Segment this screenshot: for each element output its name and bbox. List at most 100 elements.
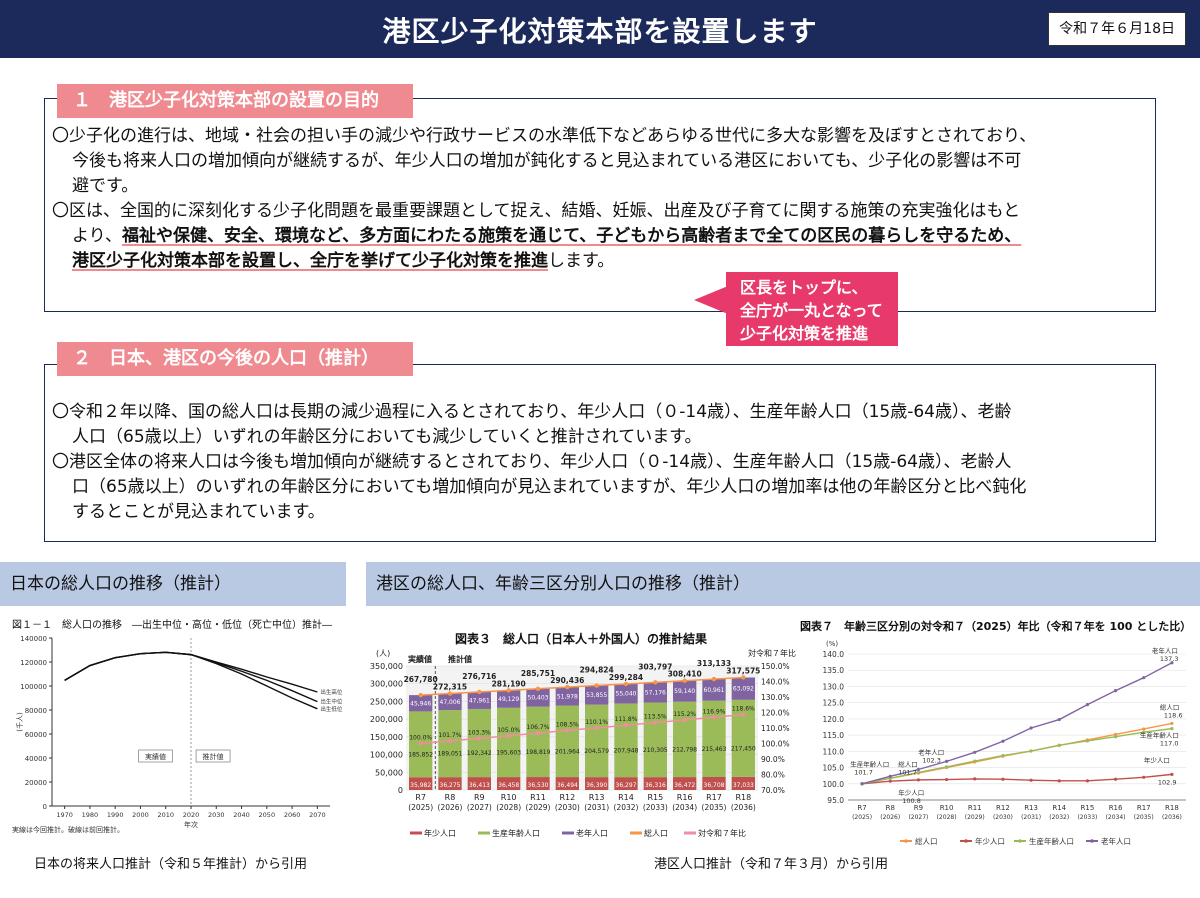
x-tick-label: R10 [501, 793, 517, 802]
x-year-label: (2035) [1134, 814, 1154, 821]
total-value: 299,284 [609, 673, 643, 682]
bar-young [673, 777, 697, 790]
fig7-title: 図表７ 年齢三区分別の対令和７（2025）年比（令和７年を 100 とした比） [800, 620, 1192, 633]
x-tick-label: R10 [940, 804, 954, 812]
legend-marker [1018, 839, 1022, 843]
x-year-label: (2026) [438, 803, 463, 812]
text-line: 〇令和２年以降、国の総人口は長期の減少過程に入るとされており、年少人口（０-14… [52, 402, 1012, 422]
text-line: 口（65歳以上）のいずれの年齢区分においても増加傾向が見込まれていますが、年少人… [72, 477, 1027, 497]
series-marker [916, 778, 921, 782]
ratio-value: 118.6% [732, 706, 755, 713]
young-value: 36,494 [557, 782, 578, 789]
x-tick-label: R9 [914, 804, 923, 812]
total-marker [418, 692, 423, 698]
legend-label: 生産年齢人口 [492, 828, 540, 838]
total-marker [447, 691, 453, 696]
old-value: 63,092 [733, 686, 754, 693]
text-line: より、福祉や保健、安全、環境など、多方面にわたる施策を通じて、子どもから高齢者ま… [52, 224, 1036, 249]
y2-tick-label: 90.0% [761, 755, 785, 764]
legend-label: 対令和７年比 [698, 828, 746, 838]
series-marker [888, 779, 892, 783]
old-value: 51,978 [557, 693, 578, 700]
x-tick-label: 2020 [183, 811, 200, 819]
series-marker [1001, 753, 1005, 758]
x-tick-label: R17 [1137, 804, 1151, 812]
working-value: 201,964 [555, 748, 580, 755]
ratio-marker [624, 723, 628, 728]
text-line: 〇少子化の進行は、地域・社会の担い手の減少や行政サービスの水準低下などあらゆる世… [52, 126, 1037, 146]
series-marker [973, 777, 977, 781]
working-value: 215,463 [702, 746, 727, 753]
legend-label: 老年人口 [576, 828, 608, 838]
total-marker [565, 684, 570, 690]
old-value: 49,129 [498, 696, 519, 703]
label-box [195, 749, 231, 763]
section1-title: １ 港区少子化対策本部の設置の目的 [57, 84, 413, 118]
total-value: 308,410 [668, 670, 702, 679]
y-tick-label: 250,000 [370, 697, 403, 706]
x-tick-label: 2040 [233, 811, 250, 819]
series-marker [1113, 689, 1118, 693]
ratio-value: 106.7% [527, 724, 550, 731]
total-marker [623, 681, 629, 687]
legend-label: 総人口 [915, 836, 938, 846]
y-tick-label: 120.0 [823, 715, 845, 724]
series-marker [1085, 779, 1090, 783]
bar-old [526, 688, 550, 707]
working-value: 217,450 [731, 745, 756, 752]
ratio-value: 111.8% [615, 716, 638, 723]
y-tick-label: 140000 [20, 635, 47, 643]
fig7-chart: (%) 95.0 100.0 105.0 110.0 115.0 120.0 125.0 130… [823, 640, 1186, 846]
callout-line: 少子化対策を推進 [740, 324, 869, 343]
x-tick-label: 2070 [309, 811, 326, 819]
annotation: 生産年齢人口 [1140, 731, 1179, 740]
total-value: 303,797 [638, 662, 672, 671]
annotation: 102.3 [922, 756, 941, 764]
fig1-chart: 0 20000 40000 60000 80000 100000 120000 140000 1… [12, 635, 343, 834]
source-left: 日本の将来人口推計（令和５年推計）から引用 [34, 857, 308, 872]
section1-text: 〇少子化の進行は、地域・社会の担い手の減少や行政サービスの水準低下などあらゆる世… [52, 124, 1036, 274]
total-line [420, 676, 744, 696]
series-line-2 [64, 651, 318, 710]
annotation: 100.8 [902, 797, 921, 805]
x-tick-label: 1980 [82, 811, 99, 819]
bar-old [614, 683, 638, 704]
panel-right-title: 港区の総人口、年齢三区分別人口の推移（推計） [366, 562, 1200, 606]
legend-marker [1090, 839, 1094, 843]
x-year-label: (2025) [852, 814, 872, 821]
working-value: 198,819 [526, 749, 551, 756]
series-marker [860, 782, 864, 786]
x-tick-label: R12 [996, 804, 1010, 812]
total-value: 285,751 [521, 669, 555, 678]
text-line: 〇港区全体の将来人口は今後も増加傾向が継続するとされており、年少人口（０-14歳… [52, 452, 1012, 472]
x-year-label: (2036) [1162, 814, 1182, 821]
x-axis-label: 年次 [184, 820, 198, 829]
x-tick-label: R7 [415, 793, 426, 802]
total-marker [682, 678, 687, 683]
y2-tick-label: 130.0% [761, 693, 790, 702]
bar-working [643, 702, 667, 778]
actual-label: 実績値 [408, 654, 432, 664]
legend-marker [904, 839, 908, 843]
bar-old [409, 695, 433, 712]
series-marker [1085, 703, 1090, 707]
x-year-label: (2034) [1106, 814, 1126, 821]
series-marker [1001, 777, 1005, 781]
working-value: 204,579 [584, 748, 609, 755]
source-right: 港区人口推計（令和７年３月）から引用 [654, 857, 889, 872]
series-marker [888, 774, 892, 778]
x-year-label: (2032) [1049, 814, 1069, 821]
bar-young [409, 777, 433, 790]
x-year-label: (2031) [1021, 814, 1041, 821]
annotation: 老年人口 [918, 747, 944, 756]
total-marker [477, 689, 482, 695]
x-year-label: (2035) [702, 803, 727, 812]
bar-young [731, 776, 755, 790]
total-value: 313,133 [697, 659, 731, 668]
text-line: 人口（65歳以上）いずれの年齢区分においても減少していくと推計されています。 [72, 427, 702, 447]
series-marker [1057, 779, 1061, 783]
bar-working [702, 700, 726, 777]
series-marker [1170, 721, 1174, 726]
working-value: 210,305 [643, 747, 668, 754]
y-tick-label: 100,000 [370, 751, 403, 760]
